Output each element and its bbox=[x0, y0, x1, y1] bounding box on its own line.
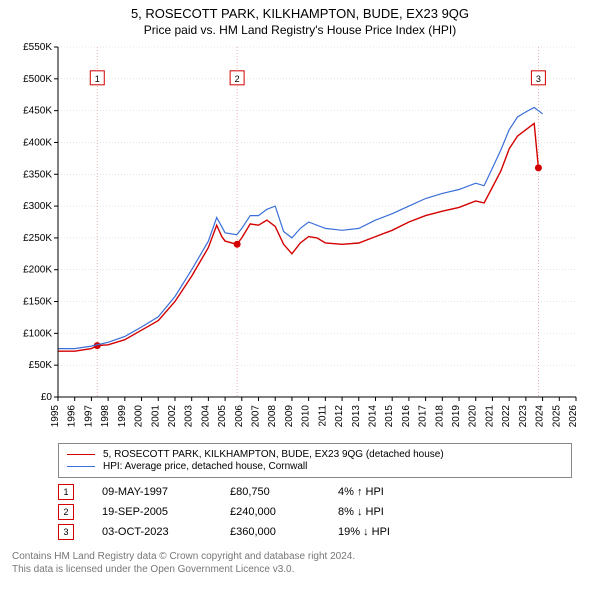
svg-text:1997: 1997 bbox=[83, 405, 94, 428]
svg-text:2000: 2000 bbox=[134, 405, 145, 428]
svg-text:1998: 1998 bbox=[100, 405, 111, 428]
legend-row: HPI: Average price, detached house, Corn… bbox=[67, 461, 563, 472]
sale-marker: 3 bbox=[58, 524, 74, 540]
svg-text:2015: 2015 bbox=[384, 405, 395, 428]
svg-text:2009: 2009 bbox=[284, 405, 295, 428]
legend-swatch bbox=[67, 454, 95, 455]
svg-text:£100K: £100K bbox=[23, 328, 52, 339]
svg-text:2021: 2021 bbox=[484, 405, 495, 428]
svg-text:£350K: £350K bbox=[23, 169, 52, 180]
svg-text:£250K: £250K bbox=[23, 233, 52, 244]
svg-text:2: 2 bbox=[235, 74, 240, 84]
sale-price: £240,000 bbox=[230, 506, 310, 518]
svg-text:2006: 2006 bbox=[234, 405, 245, 428]
disclaimer-line: Contains HM Land Registry data © Crown c… bbox=[12, 550, 572, 563]
svg-text:2019: 2019 bbox=[451, 405, 462, 428]
svg-text:1999: 1999 bbox=[117, 405, 128, 428]
sale-delta: 8% ↓ HPI bbox=[338, 506, 428, 518]
svg-text:£150K: £150K bbox=[23, 297, 52, 308]
svg-text:£500K: £500K bbox=[23, 74, 52, 85]
legend-row: 5, ROSECOTT PARK, KILKHAMPTON, BUDE, EX2… bbox=[67, 449, 563, 460]
disclaimer-line: This data is licensed under the Open Gov… bbox=[12, 563, 572, 576]
page-title: 5, ROSECOTT PARK, KILKHAMPTON, BUDE, EX2… bbox=[0, 6, 600, 21]
svg-text:2005: 2005 bbox=[217, 405, 228, 428]
sale-row: 2 19-SEP-2005 £240,000 8% ↓ HPI bbox=[58, 504, 572, 520]
svg-text:2010: 2010 bbox=[301, 405, 312, 428]
svg-text:2008: 2008 bbox=[267, 405, 278, 428]
svg-text:2002: 2002 bbox=[167, 405, 178, 428]
sale-marker: 2 bbox=[58, 504, 74, 520]
legend-swatch bbox=[67, 466, 95, 467]
svg-text:2020: 2020 bbox=[468, 405, 479, 428]
sale-delta: 4% ↑ HPI bbox=[338, 486, 428, 498]
svg-text:2011: 2011 bbox=[317, 405, 328, 427]
svg-text:2017: 2017 bbox=[418, 405, 429, 428]
svg-text:£50K: £50K bbox=[29, 360, 53, 371]
sale-date: 09-MAY-1997 bbox=[102, 486, 202, 498]
sales-table: 1 09-MAY-1997 £80,750 4% ↑ HPI 2 19-SEP-2005 £… bbox=[58, 484, 572, 540]
svg-text:2003: 2003 bbox=[184, 405, 195, 428]
svg-text:2023: 2023 bbox=[518, 405, 529, 428]
svg-text:£550K: £550K bbox=[23, 42, 52, 53]
svg-text:£0: £0 bbox=[41, 392, 53, 403]
svg-text:2004: 2004 bbox=[200, 405, 211, 428]
svg-text:£450K: £450K bbox=[23, 106, 52, 117]
sale-row: 3 03-OCT-2023 £360,000 19% ↓ HPI bbox=[58, 524, 572, 540]
legend-label: HPI: Average price, detached house, Corn… bbox=[103, 461, 307, 472]
sale-row: 1 09-MAY-1997 £80,750 4% ↑ HPI bbox=[58, 484, 572, 500]
chart-legend: 5, ROSECOTT PARK, KILKHAMPTON, BUDE, EX2… bbox=[58, 443, 572, 478]
price-chart: 1 2 3 £0 £50K £100K £150K £200K £250K £300K £350K £… bbox=[0, 37, 600, 437]
legend-label: 5, ROSECOTT PARK, KILKHAMPTON, BUDE, EX2… bbox=[103, 449, 444, 460]
svg-text:2024: 2024 bbox=[535, 405, 546, 428]
svg-text:2018: 2018 bbox=[434, 405, 445, 428]
svg-text:2012: 2012 bbox=[334, 405, 345, 428]
svg-text:2014: 2014 bbox=[367, 405, 378, 428]
svg-text:2022: 2022 bbox=[501, 405, 512, 428]
svg-text:1996: 1996 bbox=[67, 405, 78, 428]
disclaimer: Contains HM Land Registry data © Crown c… bbox=[12, 550, 572, 576]
sale-delta: 19% ↓ HPI bbox=[338, 526, 428, 538]
svg-text:2013: 2013 bbox=[351, 405, 362, 428]
sale-date: 03-OCT-2023 bbox=[102, 526, 202, 538]
svg-text:2007: 2007 bbox=[251, 405, 262, 428]
svg-text:1995: 1995 bbox=[50, 405, 61, 428]
svg-text:3: 3 bbox=[536, 74, 541, 84]
svg-text:1: 1 bbox=[95, 74, 100, 84]
page-subtitle: Price paid vs. HM Land Registry's House … bbox=[0, 23, 600, 37]
svg-text:2025: 2025 bbox=[551, 405, 562, 428]
svg-text:2001: 2001 bbox=[150, 405, 161, 428]
sale-price: £80,750 bbox=[230, 486, 310, 498]
svg-text:2016: 2016 bbox=[401, 405, 412, 428]
sale-marker: 1 bbox=[58, 484, 74, 500]
svg-text:£300K: £300K bbox=[23, 201, 52, 212]
svg-text:£400K: £400K bbox=[23, 137, 52, 148]
sale-price: £360,000 bbox=[230, 526, 310, 538]
sale-date: 19-SEP-2005 bbox=[102, 506, 202, 518]
svg-text:£200K: £200K bbox=[23, 265, 52, 276]
svg-text:2026: 2026 bbox=[568, 405, 579, 428]
